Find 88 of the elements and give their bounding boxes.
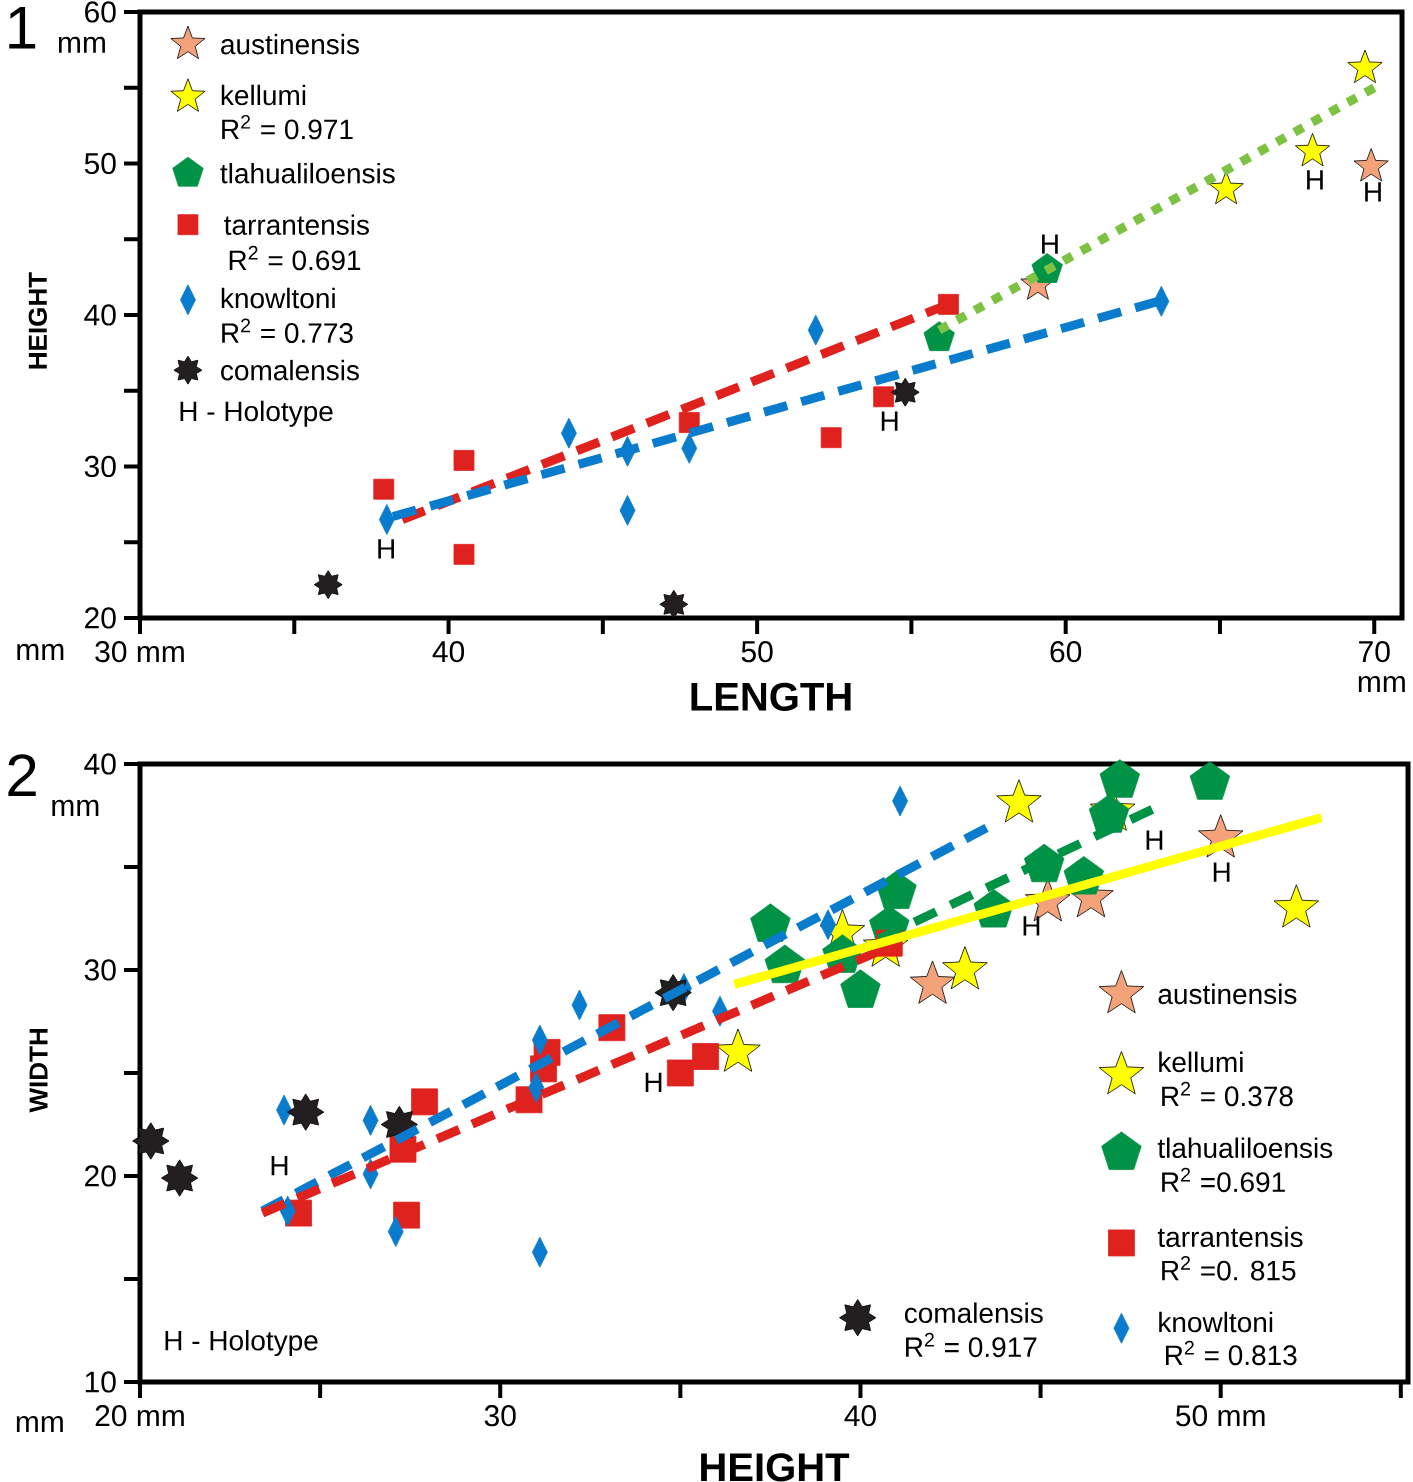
annotation: R$^{2}$ = 0.691 bbox=[229, 245, 361, 271]
text: 1 bbox=[9, 7, 36, 49]
x-tick-label: 30 bbox=[484, 1405, 516, 1427]
point bbox=[876, 870, 917, 909]
y-tick-label: 10 bbox=[85, 1371, 116, 1393]
point bbox=[1189, 761, 1231, 800]
annotation: H bbox=[645, 1072, 662, 1092]
annotation: R$^{2}$ = 0.971 bbox=[222, 114, 353, 140]
point bbox=[820, 427, 842, 449]
legend-label: kellumi bbox=[1159, 1051, 1243, 1073]
annotation: H bbox=[1146, 830, 1163, 850]
text: mm bbox=[1358, 675, 1405, 693]
annotation: H bbox=[378, 539, 394, 559]
point bbox=[161, 1159, 199, 1197]
point bbox=[890, 377, 920, 407]
legend-label: tlahualiloensis bbox=[220, 162, 395, 184]
y-tick-label: 20 bbox=[85, 607, 116, 629]
annotation: R$^{2}$ = 0.378 bbox=[1162, 1081, 1293, 1107]
point bbox=[666, 1059, 694, 1087]
y-tick-label: 40 bbox=[84, 753, 116, 775]
point bbox=[1273, 884, 1319, 928]
y-tick-label: 30 bbox=[84, 455, 116, 478]
y-tick-label: 50 bbox=[84, 152, 116, 175]
point bbox=[692, 1043, 719, 1070]
point bbox=[313, 570, 343, 600]
legend-label: comalensis bbox=[904, 1302, 1043, 1324]
x-tick-label: 20 mm bbox=[95, 1405, 184, 1427]
point bbox=[287, 1093, 325, 1131]
legend-label: kellumi bbox=[221, 84, 306, 106]
text: mm bbox=[17, 643, 64, 660]
y-axis-title: HEIGHT bbox=[28, 272, 47, 369]
y-tick-label: 30 bbox=[84, 959, 116, 981]
annotation: R$^{2}$ = 0.813 bbox=[1165, 1340, 1297, 1366]
point bbox=[873, 386, 895, 408]
x-tick-label: 70 bbox=[1359, 641, 1390, 663]
annotation: H - Holotype bbox=[180, 400, 333, 427]
legend-label: comalensis bbox=[221, 359, 359, 381]
y-tick-label: 20 bbox=[85, 1165, 116, 1187]
annotation: R$^{2}$ =0.691 bbox=[1162, 1167, 1285, 1193]
x-axis-title: LENGTH bbox=[691, 682, 851, 711]
point bbox=[1347, 49, 1383, 84]
annotation: H bbox=[1042, 234, 1058, 254]
point bbox=[1353, 148, 1389, 182]
y-tick-label: 60 bbox=[85, 1, 116, 23]
annotation: H bbox=[1365, 182, 1381, 202]
legend-label: austinensis bbox=[221, 33, 359, 55]
text: mm bbox=[52, 799, 99, 816]
legend-label: tlahualiloensis bbox=[1157, 1137, 1333, 1159]
annotation: R$^{2}$ =0. 815 bbox=[1162, 1256, 1296, 1281]
y-tick-label: 40 bbox=[84, 304, 116, 326]
legend-label: tarrantensis bbox=[224, 214, 369, 235]
point bbox=[453, 450, 475, 471]
x-axis-title: HEIGHT bbox=[701, 1453, 850, 1482]
annotation: H bbox=[1213, 862, 1230, 882]
x-tick-label: 30 mm bbox=[95, 641, 184, 663]
annotation: H bbox=[1023, 916, 1040, 936]
annotation: R$^{2}$ = 0.773 bbox=[222, 318, 353, 343]
text: 2 bbox=[8, 754, 36, 797]
point bbox=[942, 946, 988, 990]
text: mm bbox=[16, 1415, 63, 1433]
point bbox=[373, 478, 395, 500]
point bbox=[840, 969, 881, 1008]
x-tick-label: 50 mm bbox=[1176, 1405, 1265, 1427]
annotation: H bbox=[1307, 170, 1323, 190]
legend-label: knowltoni bbox=[221, 287, 335, 309]
point bbox=[132, 1122, 170, 1160]
y-axis-title: WIDTH bbox=[29, 1029, 48, 1113]
legend-label: knowltoni bbox=[1159, 1311, 1273, 1333]
point bbox=[453, 543, 475, 565]
legend-label: austinensis bbox=[1158, 983, 1297, 1005]
point bbox=[393, 1201, 420, 1229]
text: mm bbox=[58, 36, 105, 53]
annotation: H - Holotype bbox=[165, 1330, 318, 1357]
x-tick-label: 40 bbox=[432, 641, 465, 663]
annotation: H bbox=[271, 1156, 288, 1176]
x-tick-label: 60 bbox=[1050, 641, 1082, 663]
legend-label: tarrantensis bbox=[1157, 1226, 1303, 1248]
x-tick-label: 50 bbox=[741, 641, 773, 663]
point bbox=[909, 960, 956, 1004]
point bbox=[1099, 759, 1141, 798]
point bbox=[1295, 132, 1331, 167]
point bbox=[411, 1088, 438, 1116]
annotation: H bbox=[881, 411, 898, 431]
point bbox=[659, 589, 689, 619]
x-tick-label: 40 bbox=[844, 1405, 876, 1427]
point bbox=[996, 779, 1042, 823]
point bbox=[1088, 794, 1130, 833]
annotation: R$^{2}$ = 0.917 bbox=[906, 1332, 1037, 1358]
